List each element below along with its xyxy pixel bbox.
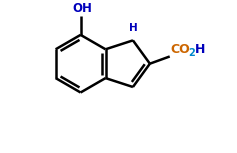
Text: 2: 2 (188, 48, 195, 58)
Text: H: H (128, 23, 137, 33)
Text: H: H (195, 43, 205, 56)
Text: CO: CO (171, 43, 191, 56)
Text: OH: OH (72, 2, 92, 15)
